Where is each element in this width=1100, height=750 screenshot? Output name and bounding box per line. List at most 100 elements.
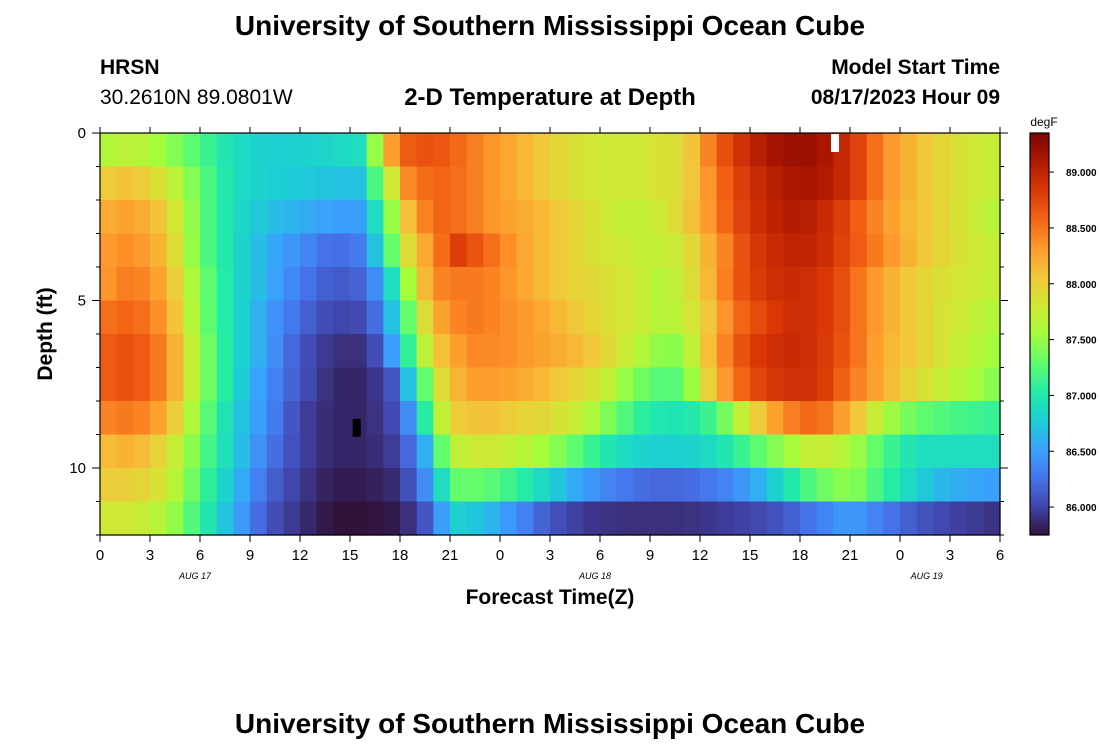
heatmap-cell <box>566 501 584 536</box>
heatmap-cell <box>933 334 951 369</box>
heatmap-cell <box>100 468 118 503</box>
heatmap-cell <box>800 166 818 201</box>
heatmap-cell <box>266 200 284 235</box>
heatmap-cell <box>300 267 318 302</box>
heatmap-cell <box>983 434 1001 469</box>
heatmap-cell <box>866 200 884 235</box>
heatmap-cell <box>733 233 751 268</box>
heatmap-cell <box>850 166 868 201</box>
heatmap-cell <box>200 468 218 503</box>
heatmap-cell <box>200 233 218 268</box>
heatmap-cell <box>100 166 118 201</box>
heatmap-cell <box>333 401 351 436</box>
heatmap-cell <box>883 434 901 469</box>
heatmap-cell <box>283 166 301 201</box>
heatmap-cell <box>466 334 484 369</box>
heatmap-cell <box>416 133 434 168</box>
heatmap-cell <box>583 367 601 402</box>
heatmap-cell <box>400 334 418 369</box>
heatmap-cell <box>733 166 751 201</box>
heatmap-cell <box>533 200 551 235</box>
heatmap-cell <box>150 367 168 402</box>
heatmap-cell <box>333 434 351 469</box>
heatmap-cell <box>633 200 651 235</box>
heatmap-cell <box>766 267 784 302</box>
heatmap-cell <box>716 166 734 201</box>
colorbar: 86.000 86.500 87.000 87.500 88.000 88.500 89.0… <box>1029 132 1097 536</box>
heatmap-cell <box>383 334 401 369</box>
heatmap-cell <box>700 300 718 335</box>
heatmap-cell <box>733 267 751 302</box>
heatmap-cell <box>633 267 651 302</box>
heatmap-cell <box>650 401 668 436</box>
heatmap-cell <box>333 133 351 168</box>
heatmap-cell <box>950 233 968 268</box>
heatmap-cell <box>283 300 301 335</box>
heatmap-cell <box>350 233 368 268</box>
heatmap-cell <box>100 300 118 335</box>
heatmap-cell <box>866 501 884 536</box>
heatmap-cell <box>100 434 118 469</box>
heatmap-cell <box>433 133 451 168</box>
x-tick-label: 12 <box>292 547 309 564</box>
heatmap-cell <box>666 468 684 503</box>
heatmap-cell <box>416 334 434 369</box>
heatmap-cell <box>283 434 301 469</box>
heatmap-cell <box>533 166 551 201</box>
heatmap-cell <box>816 501 834 536</box>
heatmap-cell <box>616 233 634 268</box>
heatmap-cell <box>250 233 268 268</box>
heatmap-cell <box>466 300 484 335</box>
heatmap-cell <box>550 200 568 235</box>
heatmap-cell <box>616 300 634 335</box>
heatmap-cell <box>183 133 201 168</box>
heatmap-cell <box>366 133 384 168</box>
heatmap-cell <box>483 233 501 268</box>
heatmap-cell <box>750 200 768 235</box>
colorbar-tick-label: 87.000 <box>1066 391 1097 402</box>
heatmap-cell <box>733 468 751 503</box>
heatmap-cell <box>933 434 951 469</box>
heatmap-cell <box>733 434 751 469</box>
heatmap-cell <box>383 166 401 201</box>
heatmap-cell <box>950 468 968 503</box>
heatmap-cell <box>816 267 834 302</box>
heatmap-cell <box>833 200 851 235</box>
heatmap-cell <box>216 200 234 235</box>
heatmap-cell <box>666 334 684 369</box>
heatmap-cell <box>716 200 734 235</box>
heatmap-cell <box>116 501 134 536</box>
heatmap-cell <box>300 300 318 335</box>
heatmap-cell <box>333 267 351 302</box>
heatmap-cell <box>533 434 551 469</box>
heatmap-cell <box>233 501 251 536</box>
heatmap-cell <box>200 501 218 536</box>
heatmap-cell <box>133 434 151 469</box>
heatmap-cell <box>683 334 701 369</box>
heatmap-cell <box>200 434 218 469</box>
heatmap-cell <box>150 334 168 369</box>
heatmap-cell <box>133 233 151 268</box>
heatmap-cell <box>550 133 568 168</box>
heatmap-cell <box>383 401 401 436</box>
heatmap-cell <box>483 401 501 436</box>
heatmap-cell <box>450 200 468 235</box>
heatmap-cell <box>333 300 351 335</box>
heatmap-cell <box>816 233 834 268</box>
heatmap-cell <box>650 334 668 369</box>
heatmap-cell <box>883 200 901 235</box>
heatmap-cell <box>866 468 884 503</box>
heatmap-cell <box>783 200 801 235</box>
heatmap-cell <box>516 300 534 335</box>
heatmap-cell <box>933 267 951 302</box>
heatmap-cell <box>916 401 934 436</box>
heatmap-cell <box>100 401 118 436</box>
heatmap-cell <box>716 300 734 335</box>
heatmap-cell <box>716 501 734 536</box>
x-tick-label: 9 <box>646 547 654 564</box>
heatmap-cell <box>700 334 718 369</box>
heatmap-cell <box>366 367 384 402</box>
heatmap-cell <box>500 367 518 402</box>
heatmap-cell <box>266 367 284 402</box>
heatmap-cell <box>700 501 718 536</box>
